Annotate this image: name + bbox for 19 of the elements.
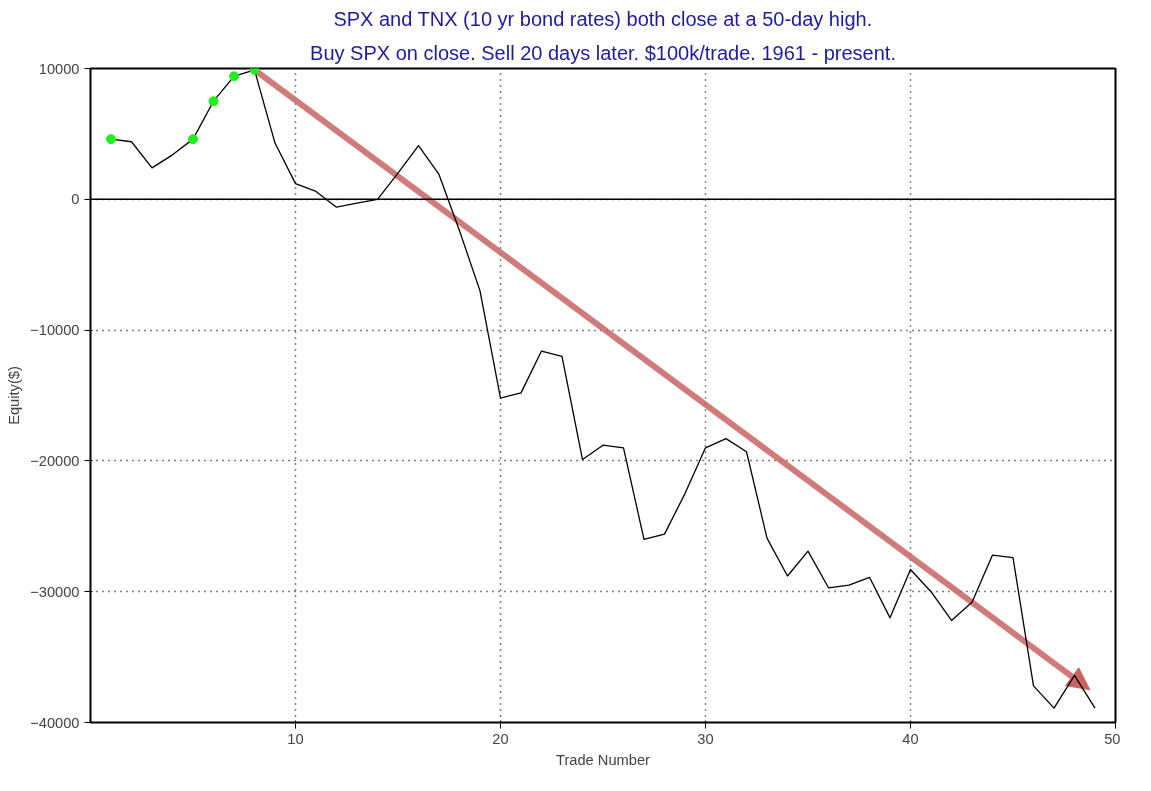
- x-tick-label: 30: [697, 730, 714, 747]
- x-tick-label: 10: [287, 730, 304, 747]
- y-tick-label: −30000: [30, 583, 80, 600]
- y-tick-label: 10000: [38, 60, 80, 77]
- x-tick-label: 40: [902, 730, 919, 747]
- x-tick-label: 50: [1104, 730, 1121, 747]
- y-tick-label: 0: [71, 191, 80, 208]
- point: [188, 134, 198, 145]
- chart-title: SPX and TNX (10 yr bond rates) both close at a 50-day high.: [333, 7, 873, 30]
- point: [208, 96, 219, 107]
- x-tick-label: 20: [492, 730, 509, 747]
- x-axis-title: Trade Number: [556, 751, 651, 768]
- y-axis-title: Equity($): [6, 366, 23, 425]
- point: [106, 134, 116, 145]
- point: [229, 71, 239, 82]
- y-tick-label: −10000: [30, 322, 80, 339]
- y-tick-label: −20000: [30, 452, 80, 469]
- chart-subtitle: Buy SPX on close. Sell 20 days later. $100k/trade. 1961 - present.: [310, 41, 896, 64]
- y-tick-label: −40000: [30, 714, 80, 731]
